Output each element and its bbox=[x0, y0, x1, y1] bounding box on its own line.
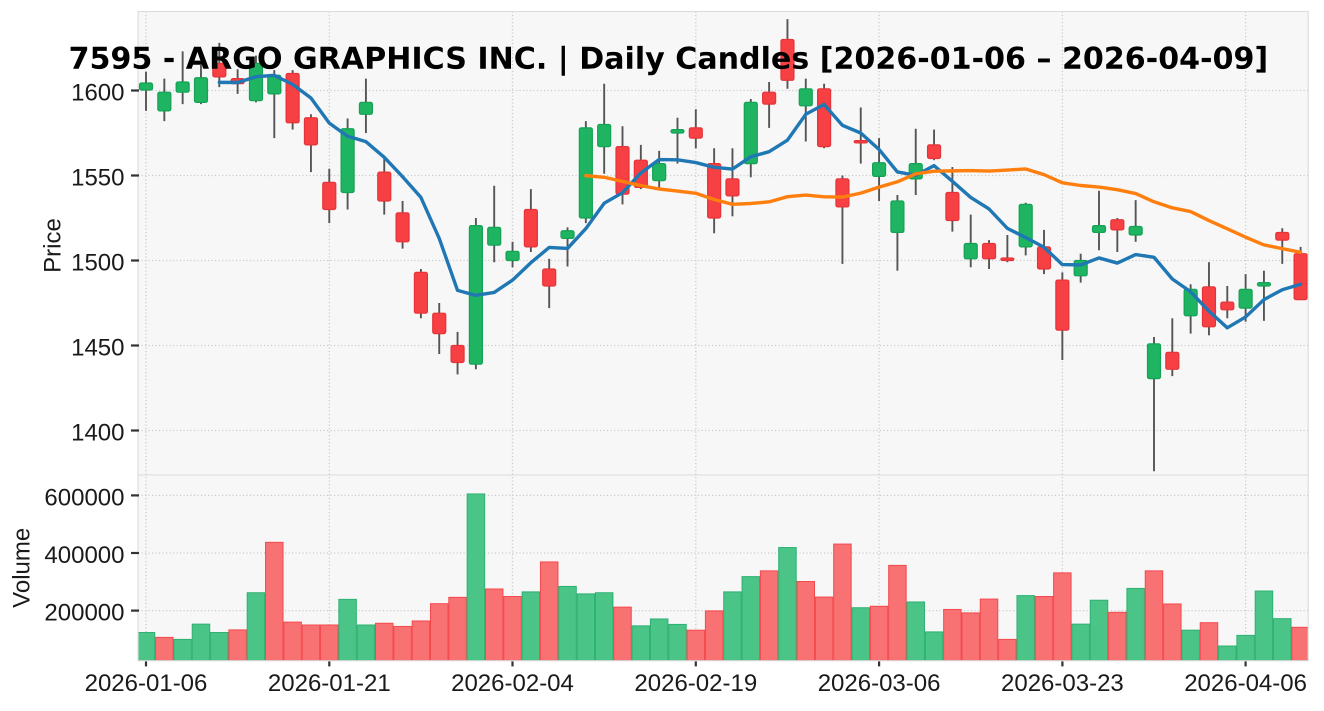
svg-text:1400: 1400 bbox=[71, 419, 124, 446]
svg-text:600000: 600000 bbox=[44, 484, 124, 511]
svg-text:2026-01-21: 2026-01-21 bbox=[268, 670, 391, 697]
svg-text:1600: 1600 bbox=[71, 79, 124, 106]
svg-text:2026-01-06: 2026-01-06 bbox=[85, 670, 208, 697]
svg-text:1500: 1500 bbox=[71, 249, 124, 276]
svg-text:1550: 1550 bbox=[71, 164, 124, 191]
svg-text:2026-02-19: 2026-02-19 bbox=[634, 670, 757, 697]
svg-text:200000: 200000 bbox=[44, 600, 124, 627]
svg-text:Price: Price bbox=[40, 218, 67, 273]
svg-text:1450: 1450 bbox=[71, 334, 124, 361]
svg-text:2026-03-06: 2026-03-06 bbox=[818, 670, 941, 697]
svg-text:2026-04-06: 2026-04-06 bbox=[1184, 670, 1307, 697]
svg-text:2026-03-23: 2026-03-23 bbox=[1001, 670, 1124, 697]
svg-text:Volume: Volume bbox=[9, 528, 36, 608]
svg-text:2026-02-04: 2026-02-04 bbox=[451, 670, 574, 697]
svg-text:400000: 400000 bbox=[44, 542, 124, 569]
